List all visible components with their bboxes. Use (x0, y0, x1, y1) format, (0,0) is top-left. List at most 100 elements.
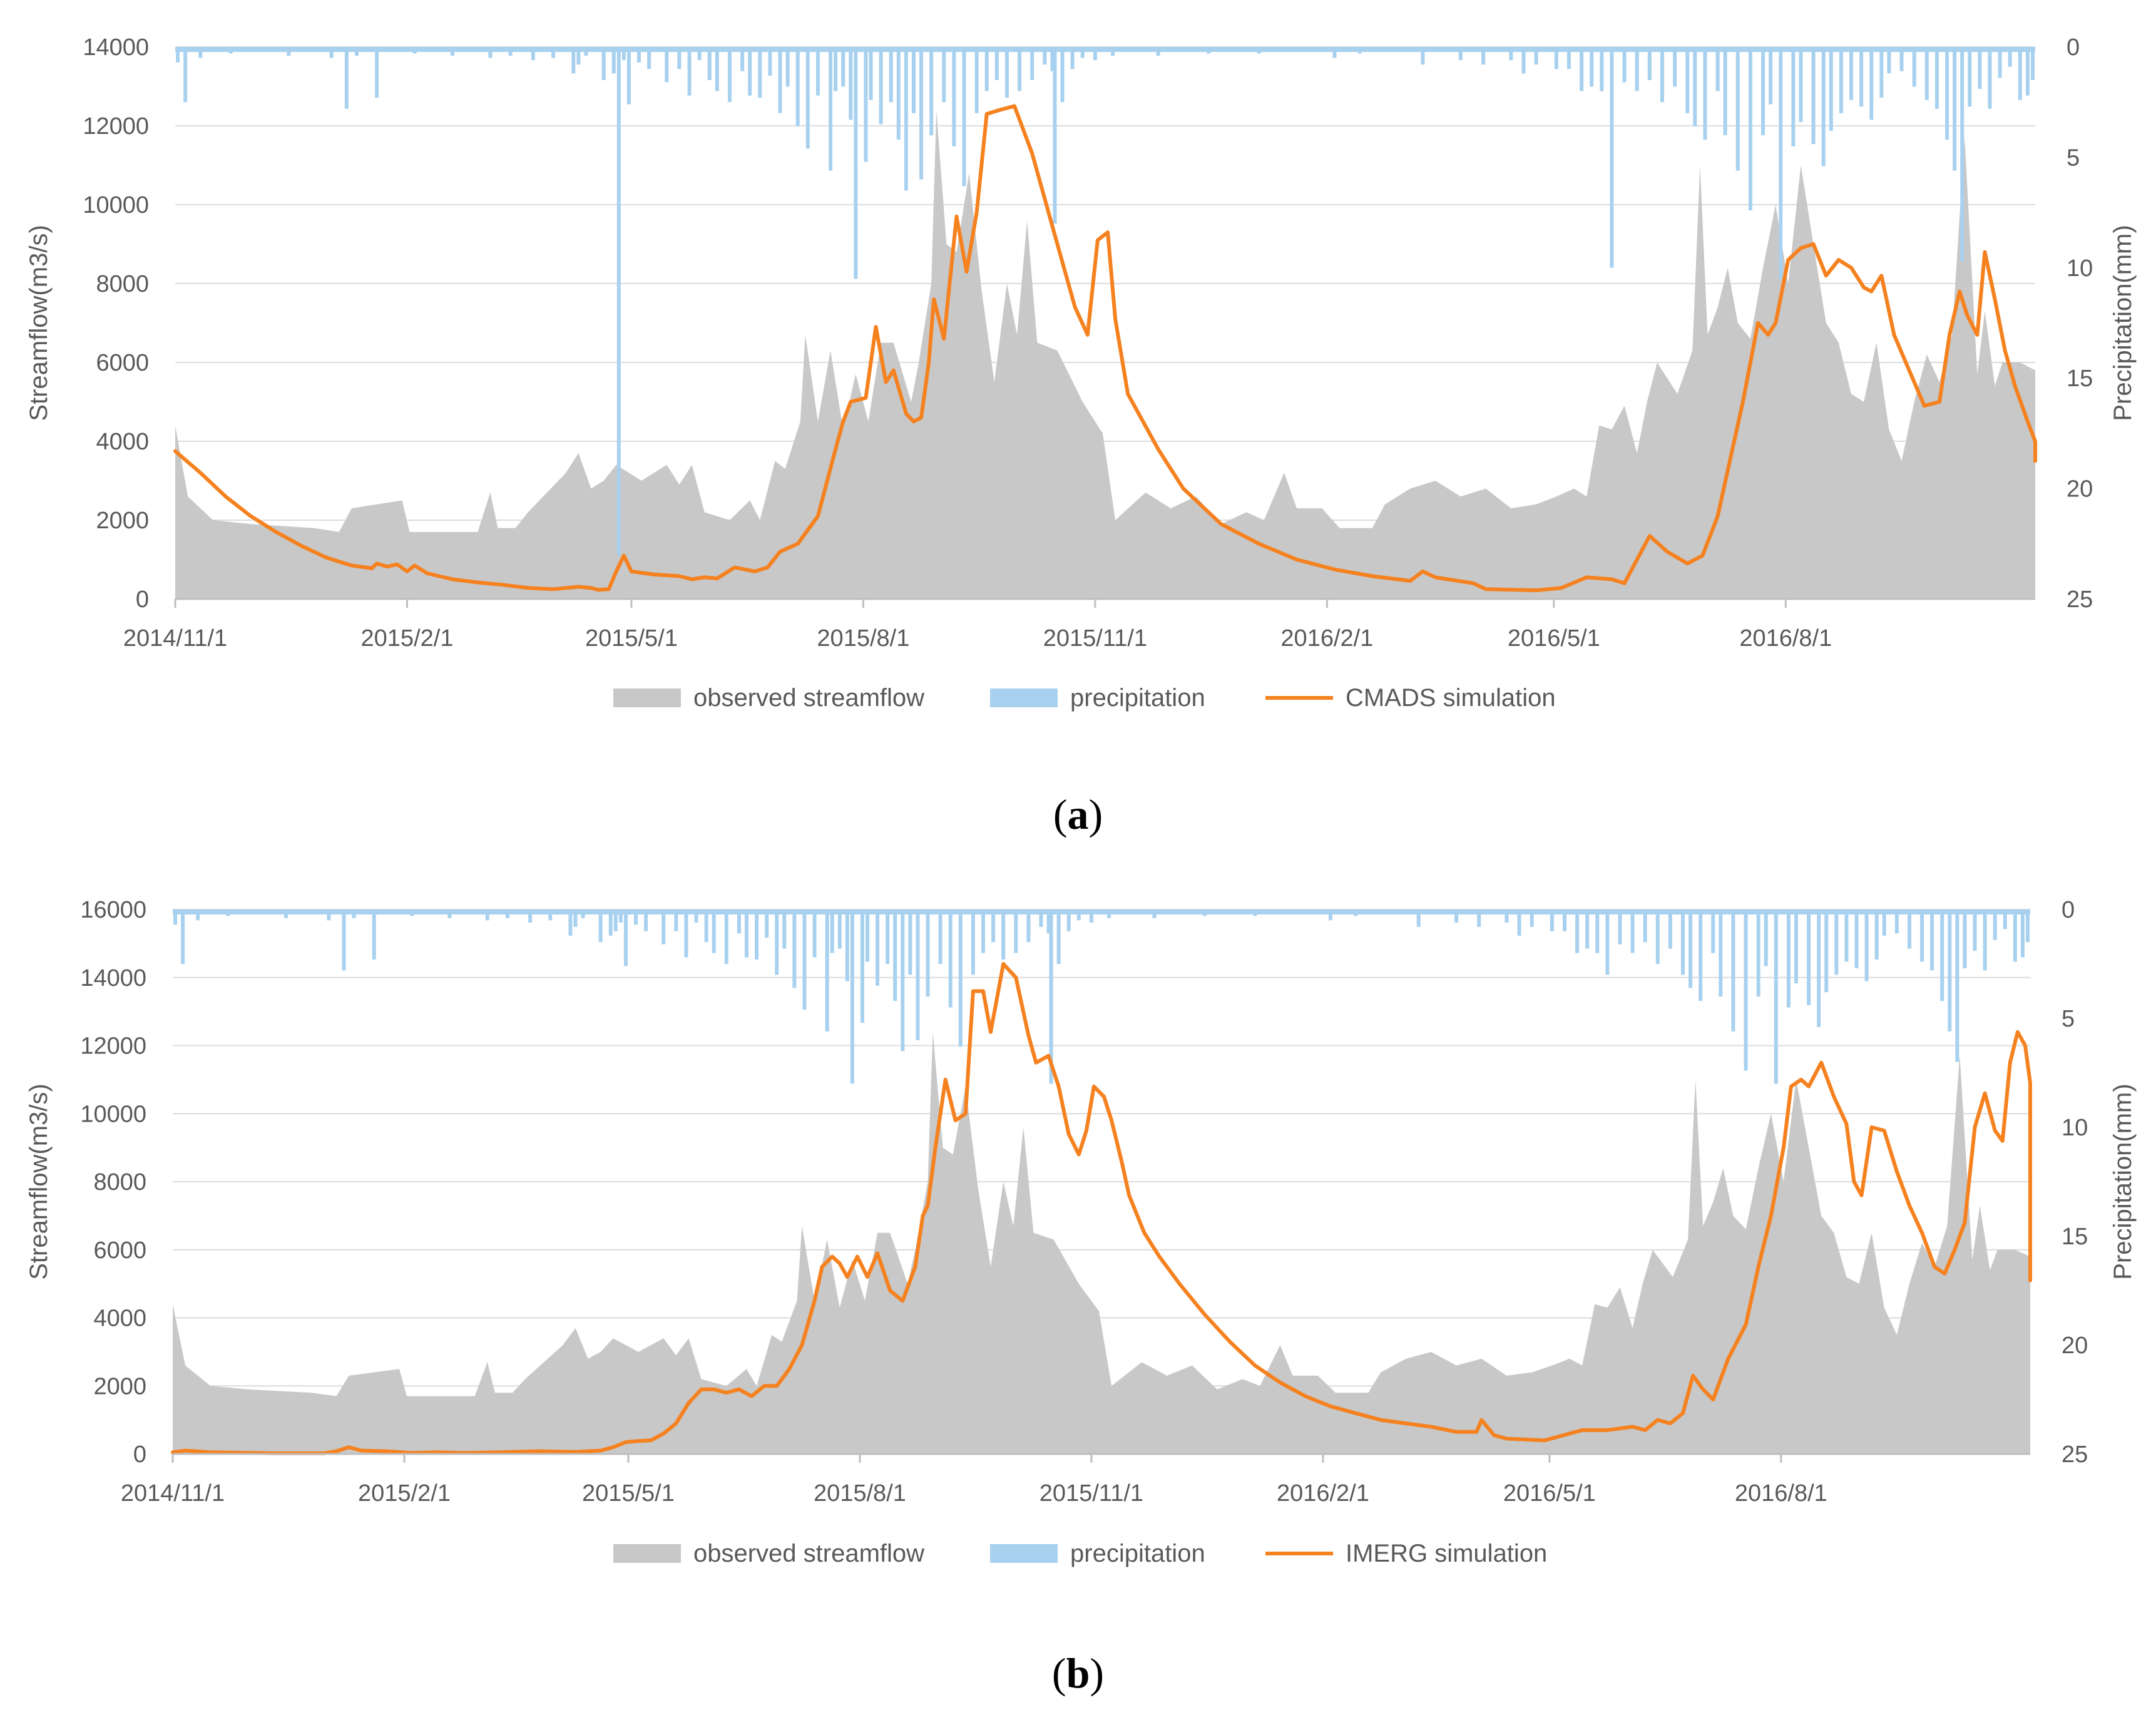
precipitation-bar (1685, 47, 1690, 113)
precipitation-bar (173, 909, 178, 925)
precipitation-bar (1554, 47, 1558, 69)
precipitation-bar (1894, 909, 1899, 934)
precipitation-bar (1912, 47, 1916, 87)
precipitation-bar (1924, 47, 1929, 100)
legend-label: precipitation (1070, 684, 1205, 712)
precipitation-bar (1605, 909, 1610, 975)
x-tick-label: 2015/5/1 (582, 1480, 675, 1507)
precipitation-bar (1934, 47, 1939, 109)
precipitation-bar (1953, 47, 1957, 171)
precipitation-bar (825, 909, 829, 1031)
precipitation-bar (644, 909, 648, 931)
precipitation-bar (1719, 909, 1723, 997)
precipitation-bar (2030, 47, 2035, 80)
precipitation-bar (1774, 909, 1778, 1084)
precipitation-bar (354, 47, 359, 56)
legend-item: precipitation (990, 1540, 1205, 1567)
precipitation-bar (1421, 47, 1425, 65)
precipitation-bar (1839, 47, 1843, 113)
precipitation-bar (744, 909, 748, 958)
precipitation-bar (1014, 909, 1018, 953)
precipitation-bar (1887, 47, 1891, 74)
precipitation-bar (1521, 47, 1526, 74)
precipitation-bars (175, 47, 2035, 555)
precipitation-bar (1562, 909, 1566, 931)
x-tick-label: 2014/11/1 (123, 625, 227, 652)
precipitation-bar (926, 909, 930, 997)
precipitation-bar (948, 909, 953, 1008)
precipitation-bar (724, 909, 728, 964)
x-tick-label: 2015/5/1 (585, 625, 678, 652)
legend-swatch (613, 1544, 681, 1563)
precipitation-bar (633, 909, 638, 925)
precipitation-bar (748, 47, 752, 96)
precipitation-bar (1566, 47, 1571, 69)
precipitation-bar (1590, 47, 1594, 87)
precipitation-bar (901, 909, 905, 1052)
observed-streamflow-area (175, 110, 2035, 600)
precipitation-bar (1799, 47, 1803, 122)
precipitation-bar (834, 47, 838, 91)
y-tick-label: 0 (136, 586, 149, 613)
precipitation-bar (1744, 909, 1748, 1071)
precipitation-bar (447, 909, 452, 918)
precipitation-bar (802, 909, 807, 1010)
precipitation-bar (864, 47, 868, 162)
precipitation-bar (1046, 909, 1051, 934)
precipitation-bar (704, 909, 708, 943)
legend-label: CMADS simulation (1346, 684, 1556, 712)
precipitation-bar (755, 909, 759, 960)
precipitation-bar (674, 909, 678, 931)
precipitation-bar (911, 47, 916, 113)
legend-item: IMERG simulation (1265, 1540, 1547, 1567)
precipitation-bar (1354, 909, 1358, 916)
y-axis-title: Streamflow(m3/s) (25, 225, 53, 421)
precipitation-bar (795, 47, 800, 126)
precipitation-bar (991, 909, 996, 943)
precipitation-bar (1030, 47, 1035, 80)
precipitation-bar (1963, 909, 1967, 968)
y-tick-label: 14000 (83, 34, 149, 61)
precipitation-bar (707, 47, 712, 80)
precipitation-bar (1660, 47, 1664, 103)
precipitation-bar (2025, 909, 2030, 943)
y-tick-label: 4000 (93, 1306, 146, 1332)
precipitation-bar (1630, 909, 1635, 953)
precipitation-bar (1786, 909, 1791, 1008)
precipitation-bar (1723, 47, 1727, 136)
precipitation-bar (768, 47, 772, 76)
precipitation-bar (1769, 47, 1773, 105)
caption-a: (a) (1053, 791, 1103, 838)
precipitation-bar (1817, 909, 1821, 1027)
precipitation-bar (1600, 47, 1604, 91)
precipitation-bar (1879, 47, 1884, 98)
chart-a-svg: 0 2000 4000 6000 8000 10000 12000 14000 0 5 10 15 20… (25, 34, 2137, 712)
precipitation-bar (740, 47, 745, 71)
precipitation-bar (929, 47, 934, 136)
precipitation-bar (548, 909, 553, 921)
y-tick-label: 2000 (93, 1373, 146, 1400)
precipitation-bar (1089, 909, 1093, 923)
precipitation-bar (1673, 47, 1677, 87)
precipitation-bar (1416, 909, 1421, 927)
precipitation-bar (812, 909, 817, 958)
precipitation-bar (1920, 909, 1924, 962)
precipitation-bar (608, 909, 613, 936)
precipitation-bar (616, 47, 621, 555)
precipitation-bar (531, 47, 535, 61)
precipitation-bar (712, 909, 716, 953)
precipitation-bar (1791, 47, 1796, 146)
precipitation-bar (758, 47, 762, 98)
precipitation-bar (1477, 909, 1481, 927)
precipitation-bar (886, 909, 890, 964)
x-tick-label: 2015/11/1 (1043, 625, 1147, 652)
precipitation-bar (1056, 909, 1061, 964)
y-tick-label: 2000 (96, 508, 149, 534)
y-axis-title: Streamflow(m3/s) (25, 1083, 53, 1279)
legend-item: observed streamflow (613, 1540, 924, 1567)
x-tick-label: 2016/5/1 (1503, 1480, 1596, 1507)
precipitation-bar (1689, 909, 1693, 988)
precipitation-bar (1869, 47, 1874, 120)
simulation-line (171, 962, 2032, 1455)
precipitation-bar (889, 47, 893, 103)
